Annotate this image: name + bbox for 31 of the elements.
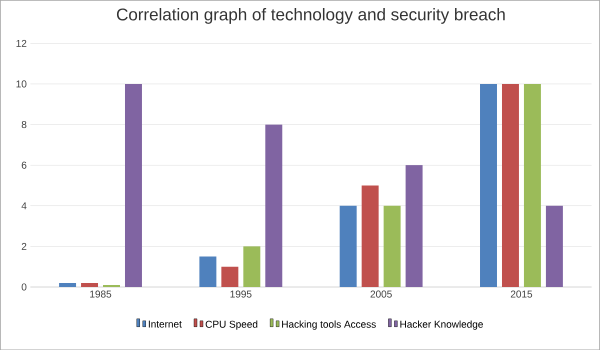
bar: [546, 206, 563, 287]
bar: [59, 282, 76, 287]
legend-label: Internet: [148, 320, 182, 328]
y-tick-label: 0: [22, 283, 26, 290]
y-tick-label: 4: [22, 202, 27, 210]
legend-label: CPU Speed: [206, 320, 258, 330]
bar: [243, 246, 260, 287]
bar: [81, 282, 98, 287]
bar: [199, 256, 216, 287]
bar: [124, 84, 142, 287]
legend-label: Hacking tools Access: [282, 320, 376, 330]
bar: [524, 84, 541, 287]
x-tick-label: 2015: [510, 290, 532, 298]
bar: [362, 185, 379, 287]
x-tick-label: 2005: [370, 290, 392, 298]
bar: [502, 84, 519, 287]
bar: [480, 84, 497, 287]
bar: [340, 206, 357, 287]
y-tick-label: 2: [22, 242, 26, 250]
y-tick-label: 6: [22, 161, 26, 169]
x-tick-label: 1995: [230, 290, 252, 298]
y-tick-label: 10: [16, 80, 26, 88]
bar: [265, 124, 282, 287]
x-tick-label: 1985: [90, 290, 112, 298]
bar: [221, 266, 238, 287]
y-tick-label: 8: [22, 120, 26, 128]
y-tick-label: 12: [16, 40, 26, 47]
chart-title: Correlation graph of technology and security breach: [116, 8, 505, 24]
bar: [406, 165, 423, 287]
legend-label: Hacker Knowledge: [400, 320, 483, 330]
bar: [384, 206, 401, 287]
